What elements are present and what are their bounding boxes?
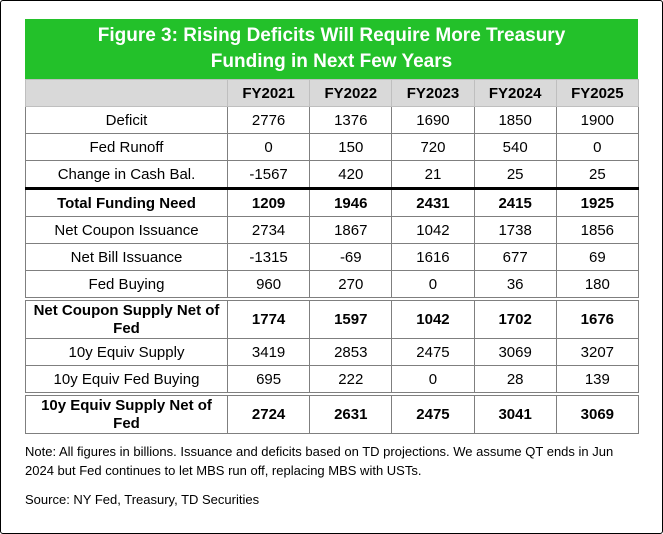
cell: 1597	[309, 297, 393, 339]
cell: 1042	[391, 216, 475, 244]
header-cell-fy2022: FY2022	[309, 79, 393, 107]
cell: 1867	[309, 216, 393, 244]
figure-title-line2: Funding in Next Few Years	[210, 51, 453, 72]
cell: 36	[473, 270, 557, 300]
row-label: Net Bill Issuance	[25, 243, 228, 271]
cell: 1850	[473, 106, 557, 134]
figure-title-banner: Figure 3: Rising Deficits Will Require M…	[25, 19, 638, 79]
cell: 3069	[473, 338, 557, 366]
cell: 2776	[226, 106, 311, 134]
source-line: Source: NY Fed, Treasury, TD Securities	[25, 492, 260, 507]
cell: 1900	[555, 106, 639, 134]
cell: 0	[391, 270, 475, 300]
row-label: Change in Cash Bal.	[25, 160, 228, 189]
cell: 1616	[391, 243, 475, 271]
cell: 540	[473, 133, 557, 161]
cell: 420	[309, 160, 393, 189]
header-cell-blank	[25, 79, 228, 107]
cell: 2415	[473, 187, 557, 217]
cell: 1925	[555, 187, 639, 217]
cell: 2853	[309, 338, 393, 366]
cell: 1856	[555, 216, 639, 244]
row-label: Deficit	[25, 106, 228, 134]
table-row: 10y Equiv Supply 3419 2853 2475 3069 320…	[25, 338, 639, 366]
row-label: Total Funding Need	[25, 187, 228, 217]
cell: 1946	[309, 187, 393, 217]
table-row-final-total: 10y Equiv Supply Net of Fed 2724 2631 24…	[25, 392, 639, 434]
cell: 1042	[391, 297, 475, 339]
table-row: Net Bill Issuance -1315 -69 1616 677 69	[25, 243, 639, 271]
cell: 222	[309, 365, 393, 395]
cell: 960	[226, 270, 311, 300]
row-label: 10y Equiv Supply	[25, 338, 228, 366]
cell: 270	[309, 270, 393, 300]
table-note: Note: All figures in billions. Issuance …	[25, 444, 614, 478]
figure-title-line1: Figure 3: Rising Deficits Will Require M…	[97, 25, 566, 46]
table-row: Deficit 2776 1376 1690 1850 1900	[25, 106, 639, 134]
header-cell-fy2021: FY2021	[226, 79, 311, 107]
cell: 1738	[473, 216, 557, 244]
cell: 3069	[555, 392, 639, 434]
table-header-row: FY2021 FY2022 FY2023 FY2024 FY2025	[25, 79, 639, 107]
cell: 28	[473, 365, 557, 395]
cell: 139	[555, 365, 639, 395]
cell: 677	[473, 243, 557, 271]
cell: 1702	[473, 297, 557, 339]
row-label: Fed Buying	[25, 270, 228, 300]
cell: 0	[226, 133, 311, 161]
cell: 1376	[309, 106, 393, 134]
header-cell-fy2024: FY2024	[473, 79, 557, 107]
cell: 1690	[391, 106, 475, 134]
cell: -69	[309, 243, 393, 271]
cell: -1315	[226, 243, 311, 271]
cell: 180	[555, 270, 639, 300]
cell: 2631	[309, 392, 393, 434]
cell: 25	[473, 160, 557, 189]
table-row: Fed Runoff 0 150 720 540 0	[25, 133, 639, 161]
table-row: 10y Equiv Fed Buying 695 222 0 28 139	[25, 365, 639, 395]
header-cell-fy2023: FY2023	[391, 79, 475, 107]
cell: 2475	[391, 338, 475, 366]
table-row: Net Coupon Issuance 2734 1867 1042 1738 …	[25, 216, 639, 244]
cell: 2734	[226, 216, 311, 244]
cell: 0	[391, 365, 475, 395]
table-row-subtotal: Net Coupon Supply Net of Fed 1774 1597 1…	[25, 297, 639, 339]
cell: 0	[555, 133, 639, 161]
funding-table: FY2021 FY2022 FY2023 FY2024 FY2025 Defic…	[25, 79, 639, 434]
cell: 3419	[226, 338, 311, 366]
cell: 2431	[391, 187, 475, 217]
cell: 1774	[226, 297, 311, 339]
cell: 21	[391, 160, 475, 189]
cell: 3207	[555, 338, 639, 366]
cell: 2475	[391, 392, 475, 434]
table-row: Change in Cash Bal. -1567 420 21 25 25	[25, 160, 639, 189]
cell: 1676	[555, 297, 639, 339]
cell: 695	[226, 365, 311, 395]
row-label: Fed Runoff	[25, 133, 228, 161]
cell: 2724	[226, 392, 311, 434]
cell: 1209	[226, 187, 311, 217]
cell: 720	[391, 133, 475, 161]
row-label: 10y Equiv Supply Net of Fed	[25, 392, 228, 434]
table-row-total: Total Funding Need 1209 1946 2431 2415 1…	[25, 187, 639, 217]
cell: 69	[555, 243, 639, 271]
cell: 150	[309, 133, 393, 161]
row-label: 10y Equiv Fed Buying	[25, 365, 228, 395]
cell: 25	[555, 160, 639, 189]
header-cell-fy2025: FY2025	[555, 79, 639, 107]
cell: 3041	[473, 392, 557, 434]
row-label: Net Coupon Supply Net of Fed	[25, 297, 228, 339]
table-row: Fed Buying 960 270 0 36 180	[25, 270, 639, 300]
row-label: Net Coupon Issuance	[25, 216, 228, 244]
cell: -1567	[226, 160, 311, 189]
